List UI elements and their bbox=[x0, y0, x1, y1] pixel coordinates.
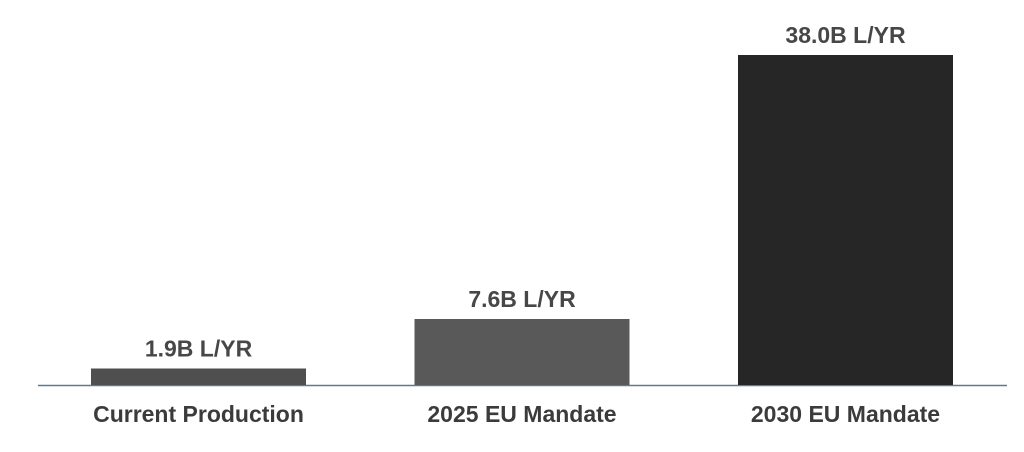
bar bbox=[738, 55, 953, 385]
bar bbox=[91, 368, 306, 385]
value-label: 38.0B L/YR bbox=[785, 22, 906, 48]
value-label: 7.6B L/YR bbox=[468, 286, 576, 312]
bar bbox=[414, 319, 630, 385]
value-label: 1.9B L/YR bbox=[145, 336, 253, 362]
category-label: 2030 EU Mandate bbox=[751, 401, 940, 427]
category-label: 2025 EU Mandate bbox=[427, 401, 616, 427]
category-label: Current Production bbox=[93, 401, 304, 427]
